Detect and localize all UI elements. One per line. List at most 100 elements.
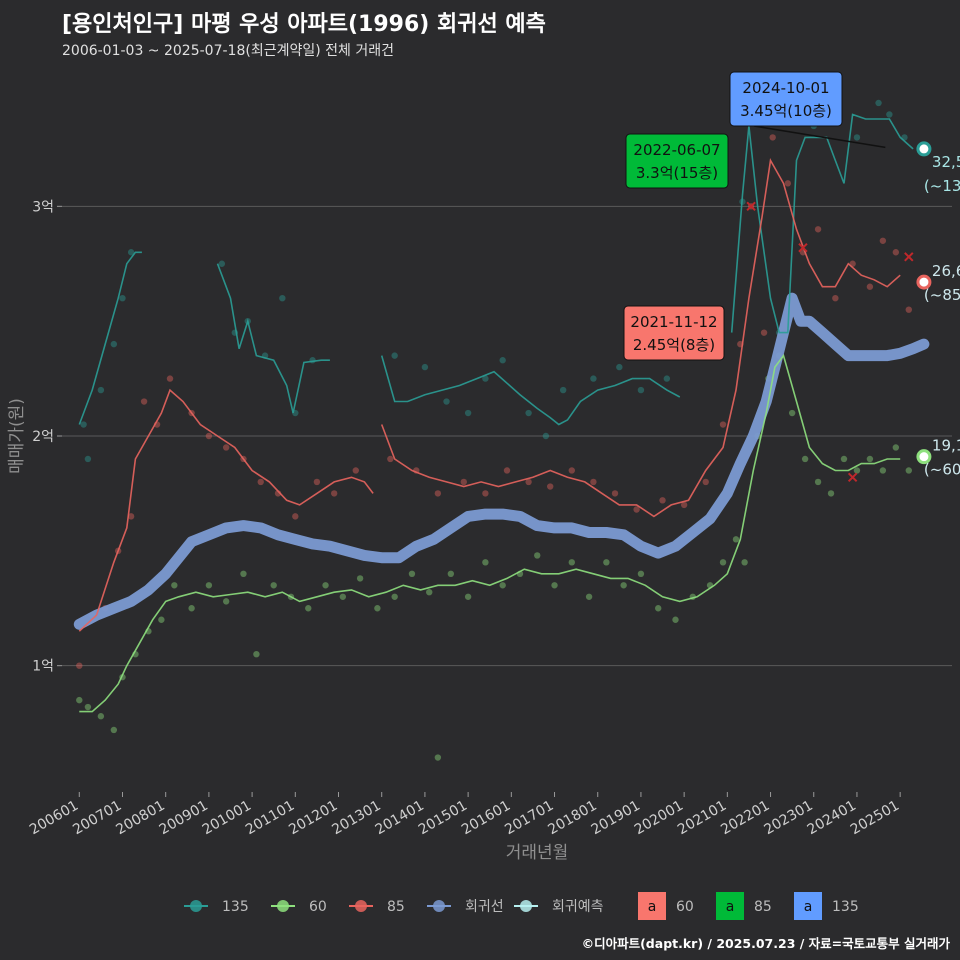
x-tick-label: 202001	[632, 798, 686, 839]
end-value-label-85: 26,671	[932, 262, 960, 280]
scatter-point-85	[547, 483, 554, 490]
legend-max-label: 85	[754, 899, 772, 915]
legend-max-glyph: a	[648, 899, 657, 915]
scatter-point-135	[279, 294, 286, 302]
scatter-point-85	[680, 501, 688, 509]
scatter-point-85	[140, 398, 148, 405]
scatter-point-60	[603, 559, 610, 566]
scatter-point-85	[460, 478, 467, 486]
annotation-value: 2.45억(8층)	[633, 336, 715, 354]
scatter-point-85	[257, 478, 264, 486]
annotation-box	[729, 71, 843, 127]
scatter-point-60	[270, 582, 277, 589]
scatter-point-85	[866, 283, 874, 290]
series-line-60	[79, 353, 901, 713]
scatter-point-135	[853, 134, 861, 141]
scatter-point-60	[732, 536, 740, 543]
scatter-point-85	[769, 134, 776, 141]
scatter-point-85	[814, 226, 822, 233]
scatter-point-60	[801, 455, 809, 463]
scatter-point-60	[97, 713, 105, 720]
scatter-point-60	[585, 593, 593, 600]
scatter-point-135	[97, 386, 105, 394]
scatter-point-60	[434, 754, 442, 761]
scatter-point-135	[525, 409, 532, 417]
scatter-point-60	[408, 570, 416, 578]
scatter-point-135	[84, 455, 92, 463]
scatter-point-60	[655, 605, 662, 612]
legend: 135 60 85 회귀선 회귀예측 a 60 a 85 a 135	[184, 892, 859, 920]
scatter-point-85	[387, 455, 394, 463]
scatter-point-135	[421, 363, 429, 371]
scatter-point-85	[760, 329, 768, 336]
scatter-point-85	[166, 375, 174, 382]
legend-max-label: 60	[676, 899, 694, 915]
scatter-point-85	[719, 421, 727, 428]
annotation-leader-line	[753, 125, 886, 149]
scatter-point-60	[305, 605, 312, 612]
scatter-point-60	[171, 582, 178, 589]
series-line-85	[380, 157, 901, 518]
max-cross-marker	[847, 472, 858, 483]
series-line-135	[730, 113, 914, 334]
annotation-box	[625, 133, 729, 189]
x-axis-title: 거래년월	[506, 843, 569, 863]
scatter-point-135	[875, 99, 882, 107]
legend-swatch-dot	[355, 900, 367, 912]
legend-swatch-dot	[433, 900, 445, 912]
x-tick-label: 201601	[459, 798, 513, 839]
scatter-point-135	[464, 409, 472, 417]
scatter-point-60	[827, 490, 835, 497]
scatter-point-60	[814, 478, 822, 486]
legend-max-swatch	[794, 892, 822, 920]
scatter-point-85	[352, 467, 359, 474]
scatter-point-60	[110, 726, 118, 734]
scatter-point-135	[119, 294, 126, 302]
max-annotation-85: 2021-11-12 2.45억(8층)	[623, 305, 725, 361]
annotation-date: 2022-06-07	[633, 141, 720, 159]
scatter-point-60	[499, 582, 506, 589]
chart-subtitle: 2006-01-03 ~ 2025-07-18(최근계약일) 전체 거래건	[62, 43, 394, 59]
legend-swatch-dot	[520, 900, 532, 912]
scatter-point-85	[702, 478, 709, 486]
x-tick-label: 201201	[286, 798, 340, 839]
scatter-point-85	[434, 490, 442, 497]
chart-title: [용인처인구] 마평 우성 아파트(1996) 회귀선 예측	[62, 12, 546, 37]
scatter-point-60	[374, 605, 381, 612]
scatter-point-60	[637, 570, 645, 578]
x-tick-label: 200601	[27, 798, 81, 839]
scatter-point-85	[879, 237, 887, 244]
annotation-date: 2024-10-01	[742, 79, 829, 97]
scatter-point-60	[464, 593, 472, 600]
legend-label: 60	[309, 899, 327, 915]
scatter-point-60	[620, 582, 627, 589]
scatter-point-60	[719, 559, 727, 566]
scatter-point-60	[788, 409, 796, 417]
prediction-point-135	[916, 141, 932, 157]
x-tick-label: 202401	[805, 798, 859, 839]
scatter-point-135	[80, 421, 87, 428]
scatter-point-60	[905, 467, 912, 474]
x-tick-label: 201701	[502, 798, 556, 839]
scatter-point-60	[253, 650, 260, 658]
scatter-point-60	[240, 570, 247, 578]
max-cross-marker	[746, 201, 756, 212]
scatter-point-85	[568, 467, 576, 474]
x-tick-label: 201901	[589, 798, 643, 839]
legend-max-swatch	[716, 892, 744, 920]
scatter-point-85	[784, 180, 792, 187]
series-line-135	[380, 355, 681, 426]
scatter-point-60	[158, 616, 165, 623]
scatter-point-85	[832, 294, 839, 302]
scatter-point-60	[188, 605, 195, 612]
scatter-point-85	[222, 444, 230, 451]
x-tick-label: 200901	[157, 798, 211, 839]
annotation-value: 3.3억(15층)	[636, 164, 718, 182]
scatter-point-85	[525, 478, 532, 486]
scatter-point-60	[892, 444, 900, 451]
x-tick-label: 201001	[200, 798, 254, 839]
scatter-point-135	[616, 363, 623, 371]
scatter-point-85	[659, 497, 666, 504]
scatter-point-135	[110, 340, 118, 348]
scatter-point-60	[534, 552, 541, 559]
